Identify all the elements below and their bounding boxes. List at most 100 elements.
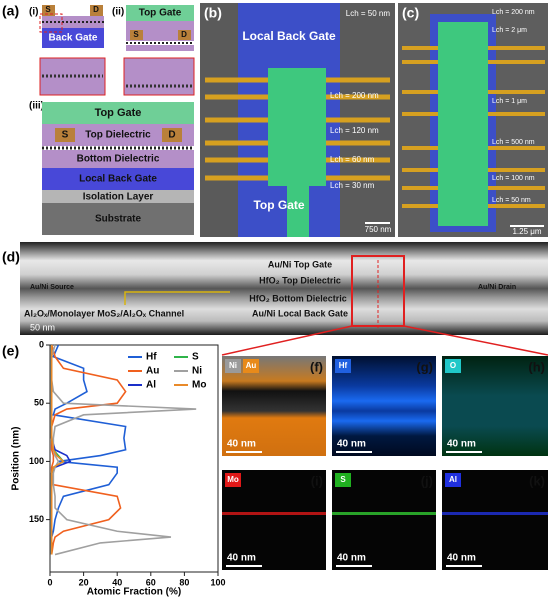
plot-frame bbox=[49, 344, 219, 573]
eds-maps: Ni Au (f) 40 nm Hf (g) 40 nm O (h) 40 nm Mo (i) 40 n… bbox=[222, 356, 548, 570]
label: Lch = 120 nm bbox=[330, 126, 379, 135]
label: Lch = 60 nm bbox=[330, 155, 375, 164]
label: Lch = 1 μm bbox=[492, 98, 527, 105]
panel-b: (b) Local Back Gate Lch = 50 nm Lch = 20… bbox=[200, 3, 395, 237]
label: Lch = 500 nm bbox=[492, 139, 535, 146]
label: Lch = 50 nm bbox=[346, 9, 391, 18]
scale-label: 40 nm bbox=[447, 553, 476, 564]
element-tag bbox=[335, 473, 351, 487]
series-line bbox=[50, 345, 65, 555]
layer bbox=[42, 150, 194, 168]
sub-label: (i) bbox=[29, 7, 38, 18]
label: Lch = 30 nm bbox=[330, 181, 375, 190]
panel-label: (c) bbox=[402, 5, 419, 21]
element-tag bbox=[225, 359, 241, 373]
panel-label: (j) bbox=[421, 473, 433, 488]
panel-a: (a) (i) S D Back Gate (ii) Top Gate S D … bbox=[2, 3, 195, 235]
y-tick-label: 50 bbox=[34, 398, 44, 408]
label: Local Back Gate bbox=[242, 29, 336, 43]
scale-label: 750 nm bbox=[365, 225, 392, 234]
signal-band bbox=[332, 512, 436, 515]
sub-label: (ii) bbox=[112, 7, 124, 18]
zoom bbox=[123, 57, 195, 96]
layer bbox=[126, 45, 194, 51]
scale-label: 50 nm bbox=[30, 322, 55, 332]
label: S bbox=[45, 5, 51, 14]
label: Substrate bbox=[95, 214, 142, 225]
legend-label: Ni bbox=[192, 366, 202, 377]
label: Bottom Dielectric bbox=[77, 154, 160, 165]
label: Au/Ni Top Gate bbox=[268, 259, 332, 269]
panel-label: (f) bbox=[310, 359, 323, 374]
label: Au/Ni Local Back Gate bbox=[252, 308, 348, 318]
layer bbox=[42, 28, 104, 48]
panel-label: (h) bbox=[528, 359, 545, 374]
label: Lch = 200 nm bbox=[492, 9, 535, 16]
x-tick-label: 20 bbox=[79, 577, 89, 587]
scale-label: 40 nm bbox=[227, 439, 256, 450]
label: HfO₂ Top Dielectric bbox=[259, 275, 341, 285]
label: Au/Ni Drain bbox=[478, 284, 516, 291]
scale-label: 40 nm bbox=[337, 439, 366, 450]
label: Lch = 100 nm bbox=[492, 175, 535, 182]
panel-label: (b) bbox=[204, 5, 222, 21]
element-label: Al bbox=[449, 475, 457, 484]
y-axis-label: Position (nm) bbox=[11, 427, 22, 491]
panel-label: (k) bbox=[529, 473, 545, 488]
y-tick-label: 0 bbox=[39, 339, 44, 349]
layer bbox=[42, 203, 194, 235]
top-gate bbox=[268, 68, 326, 186]
element-tag bbox=[335, 359, 351, 373]
label: D bbox=[168, 130, 175, 141]
element-tag bbox=[243, 359, 259, 373]
contact bbox=[55, 128, 75, 142]
x-tick-label: 60 bbox=[146, 577, 156, 587]
element-tag bbox=[445, 359, 461, 373]
label: HfO₂ Bottom Dielectric bbox=[249, 293, 347, 303]
element-label: S bbox=[340, 475, 346, 484]
tem-image bbox=[20, 242, 548, 335]
label: D bbox=[181, 30, 187, 39]
layer bbox=[42, 124, 194, 146]
scale-label: 1.25 μm bbox=[512, 227, 541, 236]
arrow bbox=[124, 291, 230, 305]
element-label: Au bbox=[246, 361, 257, 370]
legend-label: Mo bbox=[192, 380, 206, 391]
layer bbox=[42, 16, 104, 28]
element-label: Hf bbox=[339, 361, 348, 370]
panel-label: (a) bbox=[2, 3, 19, 19]
label: Lch = 2 μm bbox=[492, 27, 527, 34]
x-tick-label: 40 bbox=[112, 577, 122, 587]
x-tick-label: 0 bbox=[47, 577, 52, 587]
contact bbox=[162, 128, 182, 142]
element-label: Ni bbox=[229, 361, 237, 370]
legend-label: Al bbox=[146, 380, 156, 391]
label: Lch = 50 nm bbox=[492, 197, 531, 204]
signal-band bbox=[442, 512, 548, 515]
label: Lch = 200 nm bbox=[330, 91, 379, 100]
label: S bbox=[133, 30, 139, 39]
zoom-box bbox=[39, 13, 63, 33]
x-tick-label: 80 bbox=[179, 577, 189, 587]
contact bbox=[42, 5, 55, 16]
label: Local Back Gate bbox=[79, 174, 157, 185]
element-tag bbox=[225, 473, 241, 487]
x-axis-label: Atomic Fraction (%) bbox=[87, 587, 181, 598]
panel-d: (d) Au/Ni Top Gate HfO₂ Top Dielectric H… bbox=[2, 242, 548, 356]
label: Top Dielectric bbox=[85, 130, 151, 141]
scale-label: 40 nm bbox=[447, 439, 476, 450]
layer bbox=[42, 102, 194, 124]
label: D bbox=[93, 5, 99, 14]
y-tick-label: 150 bbox=[29, 514, 44, 524]
legend-label: S bbox=[192, 352, 199, 363]
contact bbox=[130, 30, 143, 40]
panel-label: (d) bbox=[2, 249, 20, 265]
scale-label: 40 nm bbox=[227, 553, 256, 564]
series-line bbox=[50, 344, 127, 555]
layer bbox=[42, 190, 194, 203]
top-gate bbox=[438, 22, 488, 226]
scale-label: 40 nm bbox=[337, 553, 366, 564]
y-tick-label: 100 bbox=[29, 456, 44, 466]
label: Au/Ni Source bbox=[30, 284, 74, 291]
